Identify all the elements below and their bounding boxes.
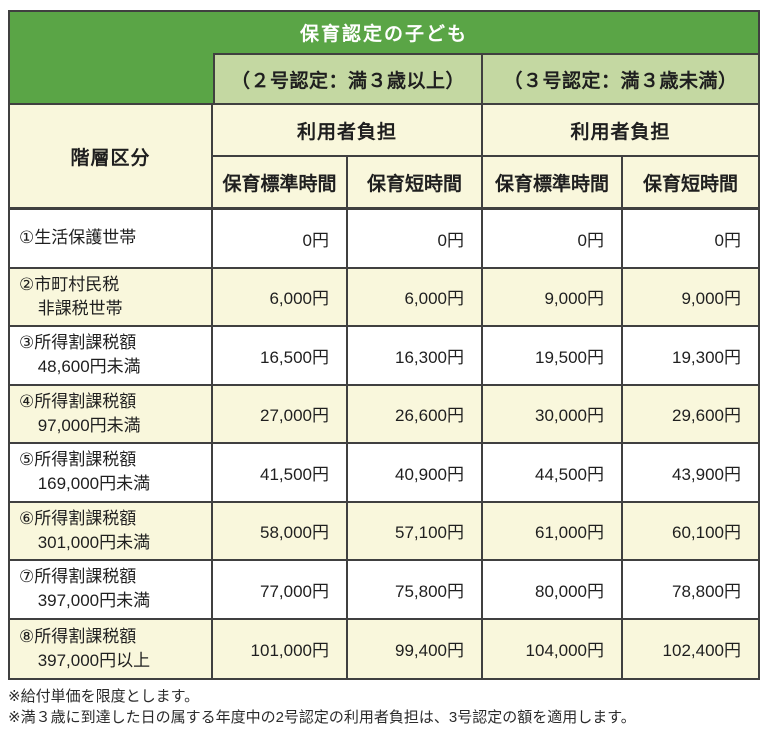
group-header-3gou: （３号認定：満３歳未満） — [483, 53, 758, 105]
fee-value-cell: 78,800円 — [623, 561, 758, 620]
fee-value-cell: 101,000円 — [213, 619, 348, 678]
fee-value-cell: 99,400円 — [348, 619, 483, 678]
short-hours-header-3gou: 保育短時間 — [623, 157, 758, 210]
table-row-label: ④所得割課税額 97,000円未満 — [10, 385, 213, 444]
fee-value-cell: 6,000円 — [348, 268, 483, 327]
fee-value-cell: 9,000円 — [623, 268, 758, 327]
fee-value-cell: 16,300円 — [348, 327, 483, 386]
table-row-label: ①生活保護世帯 — [10, 210, 213, 269]
standard-hours-header-3gou: 保育標準時間 — [483, 157, 623, 210]
row-label-line1: ⑧所得割課税額 — [19, 626, 137, 646]
fee-value-cell: 0円 — [348, 210, 483, 269]
row-label-line2: 301,000円未満 — [37, 532, 151, 552]
row-label-line1: ①生活保護世帯 — [19, 228, 137, 248]
row-label-line1: ④所得割課税額 — [19, 391, 137, 411]
table-row-label: ⑦所得割課税額 397,000円未満 — [10, 561, 213, 620]
fee-value-cell: 58,000円 — [213, 502, 348, 561]
group-header-2gou: （２号認定：満３歳以上） — [213, 53, 483, 105]
row-label-line2: 97,000円未満 — [37, 415, 141, 435]
fee-value-cell: 75,800円 — [348, 561, 483, 620]
childcare-fee-table: 保育認定の子ども （２号認定：満３歳以上） （３号認定：満３歳未満） 階層区分 … — [8, 10, 760, 680]
table-title: 保育認定の子ども — [299, 24, 468, 45]
fee-value-cell: 57,100円 — [348, 502, 483, 561]
fee-value-cell: 19,300円 — [623, 327, 758, 386]
table-row-label: ②市町村民税非課税世帯 — [10, 268, 213, 327]
user-burden-header-2gou: 利用者負担 — [213, 105, 483, 157]
fee-value-cell: 30,000円 — [483, 385, 623, 444]
tier-column-header: 階層区分 — [10, 105, 213, 210]
short-hours-header-2gou: 保育短時間 — [348, 157, 483, 210]
row-label-line1: ③所得割課税額 — [19, 333, 137, 353]
row-label-line1: ⑥所得割課税額 — [19, 508, 137, 528]
fee-value-cell: 26,600円 — [348, 385, 483, 444]
fee-value-cell: 104,000円 — [483, 619, 623, 678]
fee-value-cell: 9,000円 — [483, 268, 623, 327]
table-row-label: ⑧所得割課税額 397,000円以上 — [10, 619, 213, 678]
fee-value-cell: 80,000円 — [483, 561, 623, 620]
table-row-label: ⑥所得割課税額 301,000円未満 — [10, 502, 213, 561]
row-label-line2: 48,600円未満 — [37, 357, 141, 377]
footnote-1: ※給付単価を限度とします。 — [8, 688, 200, 705]
fee-value-cell: 16,500円 — [213, 327, 348, 386]
row-label-line2: 169,000円未満 — [37, 474, 151, 494]
fee-value-cell: 102,400円 — [623, 619, 758, 678]
fee-value-cell: 6,000円 — [213, 268, 348, 327]
fee-value-cell: 29,600円 — [623, 385, 758, 444]
user-burden-header-3gou: 利用者負担 — [483, 105, 758, 157]
fee-value-cell: 0円 — [213, 210, 348, 269]
row-label-line2: 非課税世帯 — [37, 298, 123, 318]
fee-value-cell: 44,500円 — [483, 444, 623, 503]
standard-hours-header-2gou: 保育標準時間 — [213, 157, 348, 210]
row-label-line2: 397,000円未満 — [37, 591, 151, 611]
fee-value-cell: 0円 — [623, 210, 758, 269]
fee-value-cell: 0円 — [483, 210, 623, 269]
table-row-label: ⑤所得割課税額 169,000円未満 — [10, 444, 213, 503]
row-label-line2: 397,000円以上 — [37, 650, 151, 670]
row-label-line1: ⑤所得割課税額 — [19, 450, 137, 470]
fee-value-cell: 77,000円 — [213, 561, 348, 620]
fee-value-cell: 40,900円 — [348, 444, 483, 503]
fee-value-cell: 27,000円 — [213, 385, 348, 444]
footnotes: ※給付単価を限度とします。 ※満３歳に到達した日の属する年度中の2号認定の利用者… — [8, 686, 636, 728]
footnote-2: ※満３歳に到達した日の属する年度中の2号認定の利用者負担は、3号認定の額を適用し… — [8, 709, 636, 726]
fee-value-cell: 60,100円 — [623, 502, 758, 561]
fee-value-cell: 19,500円 — [483, 327, 623, 386]
fee-value-cell: 43,900円 — [623, 444, 758, 503]
fee-value-cell: 41,500円 — [213, 444, 348, 503]
row-label-line1: ②市町村民税 — [19, 274, 120, 294]
fee-value-cell: 61,000円 — [483, 502, 623, 561]
table-row-label: ③所得割課税額 48,600円未満 — [10, 327, 213, 386]
row-label-line1: ⑦所得割課税額 — [19, 567, 137, 587]
